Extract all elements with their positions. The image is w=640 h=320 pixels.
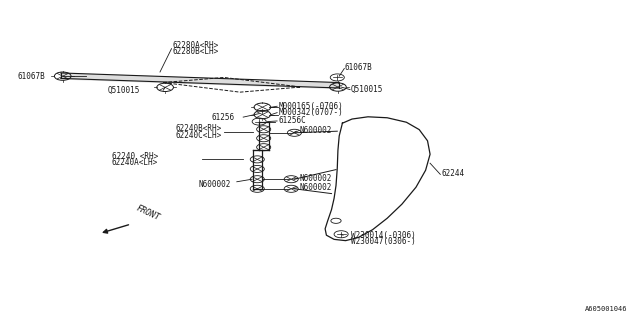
Text: M000342(0707-): M000342(0707-) bbox=[278, 108, 343, 117]
Text: N600002: N600002 bbox=[300, 183, 332, 192]
Text: A605001046: A605001046 bbox=[585, 306, 627, 312]
Text: 62240 <RH>: 62240 <RH> bbox=[112, 152, 158, 161]
Text: 61256C: 61256C bbox=[278, 116, 306, 125]
Text: Q510015: Q510015 bbox=[108, 86, 140, 95]
Text: 61067B: 61067B bbox=[18, 72, 45, 81]
Text: M000165(-0706): M000165(-0706) bbox=[278, 102, 343, 111]
Text: 61067B: 61067B bbox=[344, 63, 372, 72]
Text: 62280A<RH>: 62280A<RH> bbox=[173, 41, 219, 50]
Text: 62280B<LH>: 62280B<LH> bbox=[173, 47, 219, 56]
Text: W230047(0306-): W230047(0306-) bbox=[351, 237, 415, 246]
Text: N600002: N600002 bbox=[300, 174, 332, 183]
Text: 61256: 61256 bbox=[211, 113, 234, 122]
Text: Q510015: Q510015 bbox=[351, 85, 383, 94]
Text: 62240C<LH>: 62240C<LH> bbox=[176, 131, 222, 140]
Text: 62240A<LH>: 62240A<LH> bbox=[112, 158, 158, 167]
Text: W230014(-0306): W230014(-0306) bbox=[351, 231, 415, 240]
Text: FRONT: FRONT bbox=[134, 204, 161, 222]
Text: N600002: N600002 bbox=[300, 126, 332, 135]
Text: 62240B<RH>: 62240B<RH> bbox=[176, 124, 222, 133]
Text: N600002: N600002 bbox=[198, 180, 231, 189]
Text: 62244: 62244 bbox=[442, 169, 465, 178]
